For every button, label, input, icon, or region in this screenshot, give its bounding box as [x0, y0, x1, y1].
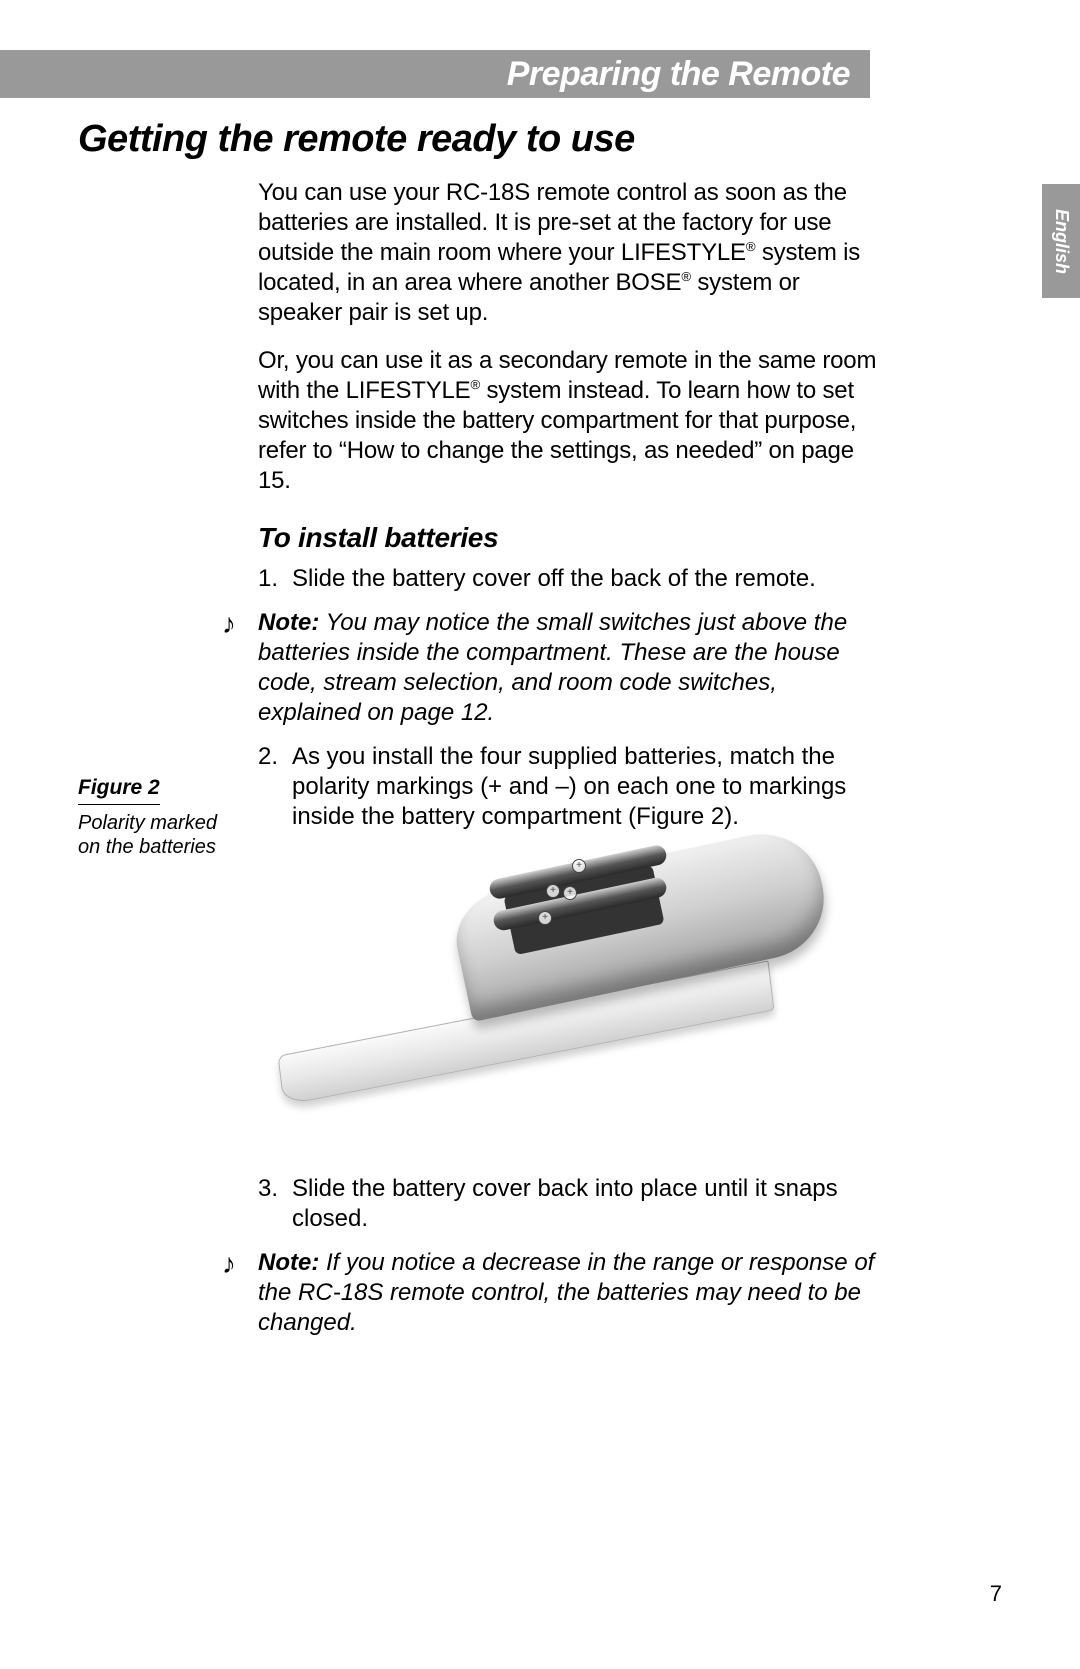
step-text: As you install the four supplied batteri… [292, 742, 878, 832]
content-column: You can use your RC-18S remote control a… [258, 178, 878, 1352]
polarity-mark-icon: + [546, 884, 560, 898]
musical-note-icon: ♪ [222, 1248, 258, 1338]
polarity-mark-icon: + [572, 859, 586, 873]
figure-title: Figure 2 [78, 776, 160, 805]
note-1: ♪ Note: You may notice the small switche… [222, 608, 878, 728]
figure-2-illustration: + + + + [258, 846, 868, 1156]
polarity-mark-icon: + [538, 911, 552, 925]
step-2: 2. As you install the four supplied batt… [258, 742, 878, 832]
language-tab: English [1042, 184, 1080, 298]
intro-paragraph-1: You can use your RC-18S remote control a… [258, 178, 878, 328]
step-number: 1. [258, 564, 292, 594]
note-text: Note: If you notice a decrease in the ra… [258, 1248, 878, 1338]
polarity-mark-icon: + [563, 886, 577, 900]
step-text: Slide the battery cover off the back of … [292, 564, 878, 594]
figure-caption: Polarity marked on the batteries [78, 811, 238, 859]
page-number: 7 [990, 1581, 1002, 1607]
step-number: 3. [258, 1174, 292, 1234]
header-bar: Preparing the Remote [0, 50, 870, 98]
sub-heading: To install batteries [258, 522, 878, 554]
step-3: 3. Slide the battery cover back into pla… [258, 1174, 878, 1234]
intro-paragraph-2: Or, you can use it as a secondary remote… [258, 346, 878, 496]
step-number: 2. [258, 742, 292, 832]
main-heading: Getting the remote ready to use [78, 118, 635, 161]
step-text: Slide the battery cover back into place … [292, 1174, 878, 1234]
musical-note-icon: ♪ [222, 608, 258, 728]
note-2: ♪ Note: If you notice a decrease in the … [222, 1248, 878, 1338]
language-label: English [1051, 208, 1072, 273]
step-1: 1. Slide the battery cover off the back … [258, 564, 878, 594]
figure-label-block: Figure 2 Polarity marked on the batterie… [78, 776, 238, 859]
header-title: Preparing the Remote [507, 55, 850, 94]
note-text: Note: You may notice the small switches … [258, 608, 878, 728]
